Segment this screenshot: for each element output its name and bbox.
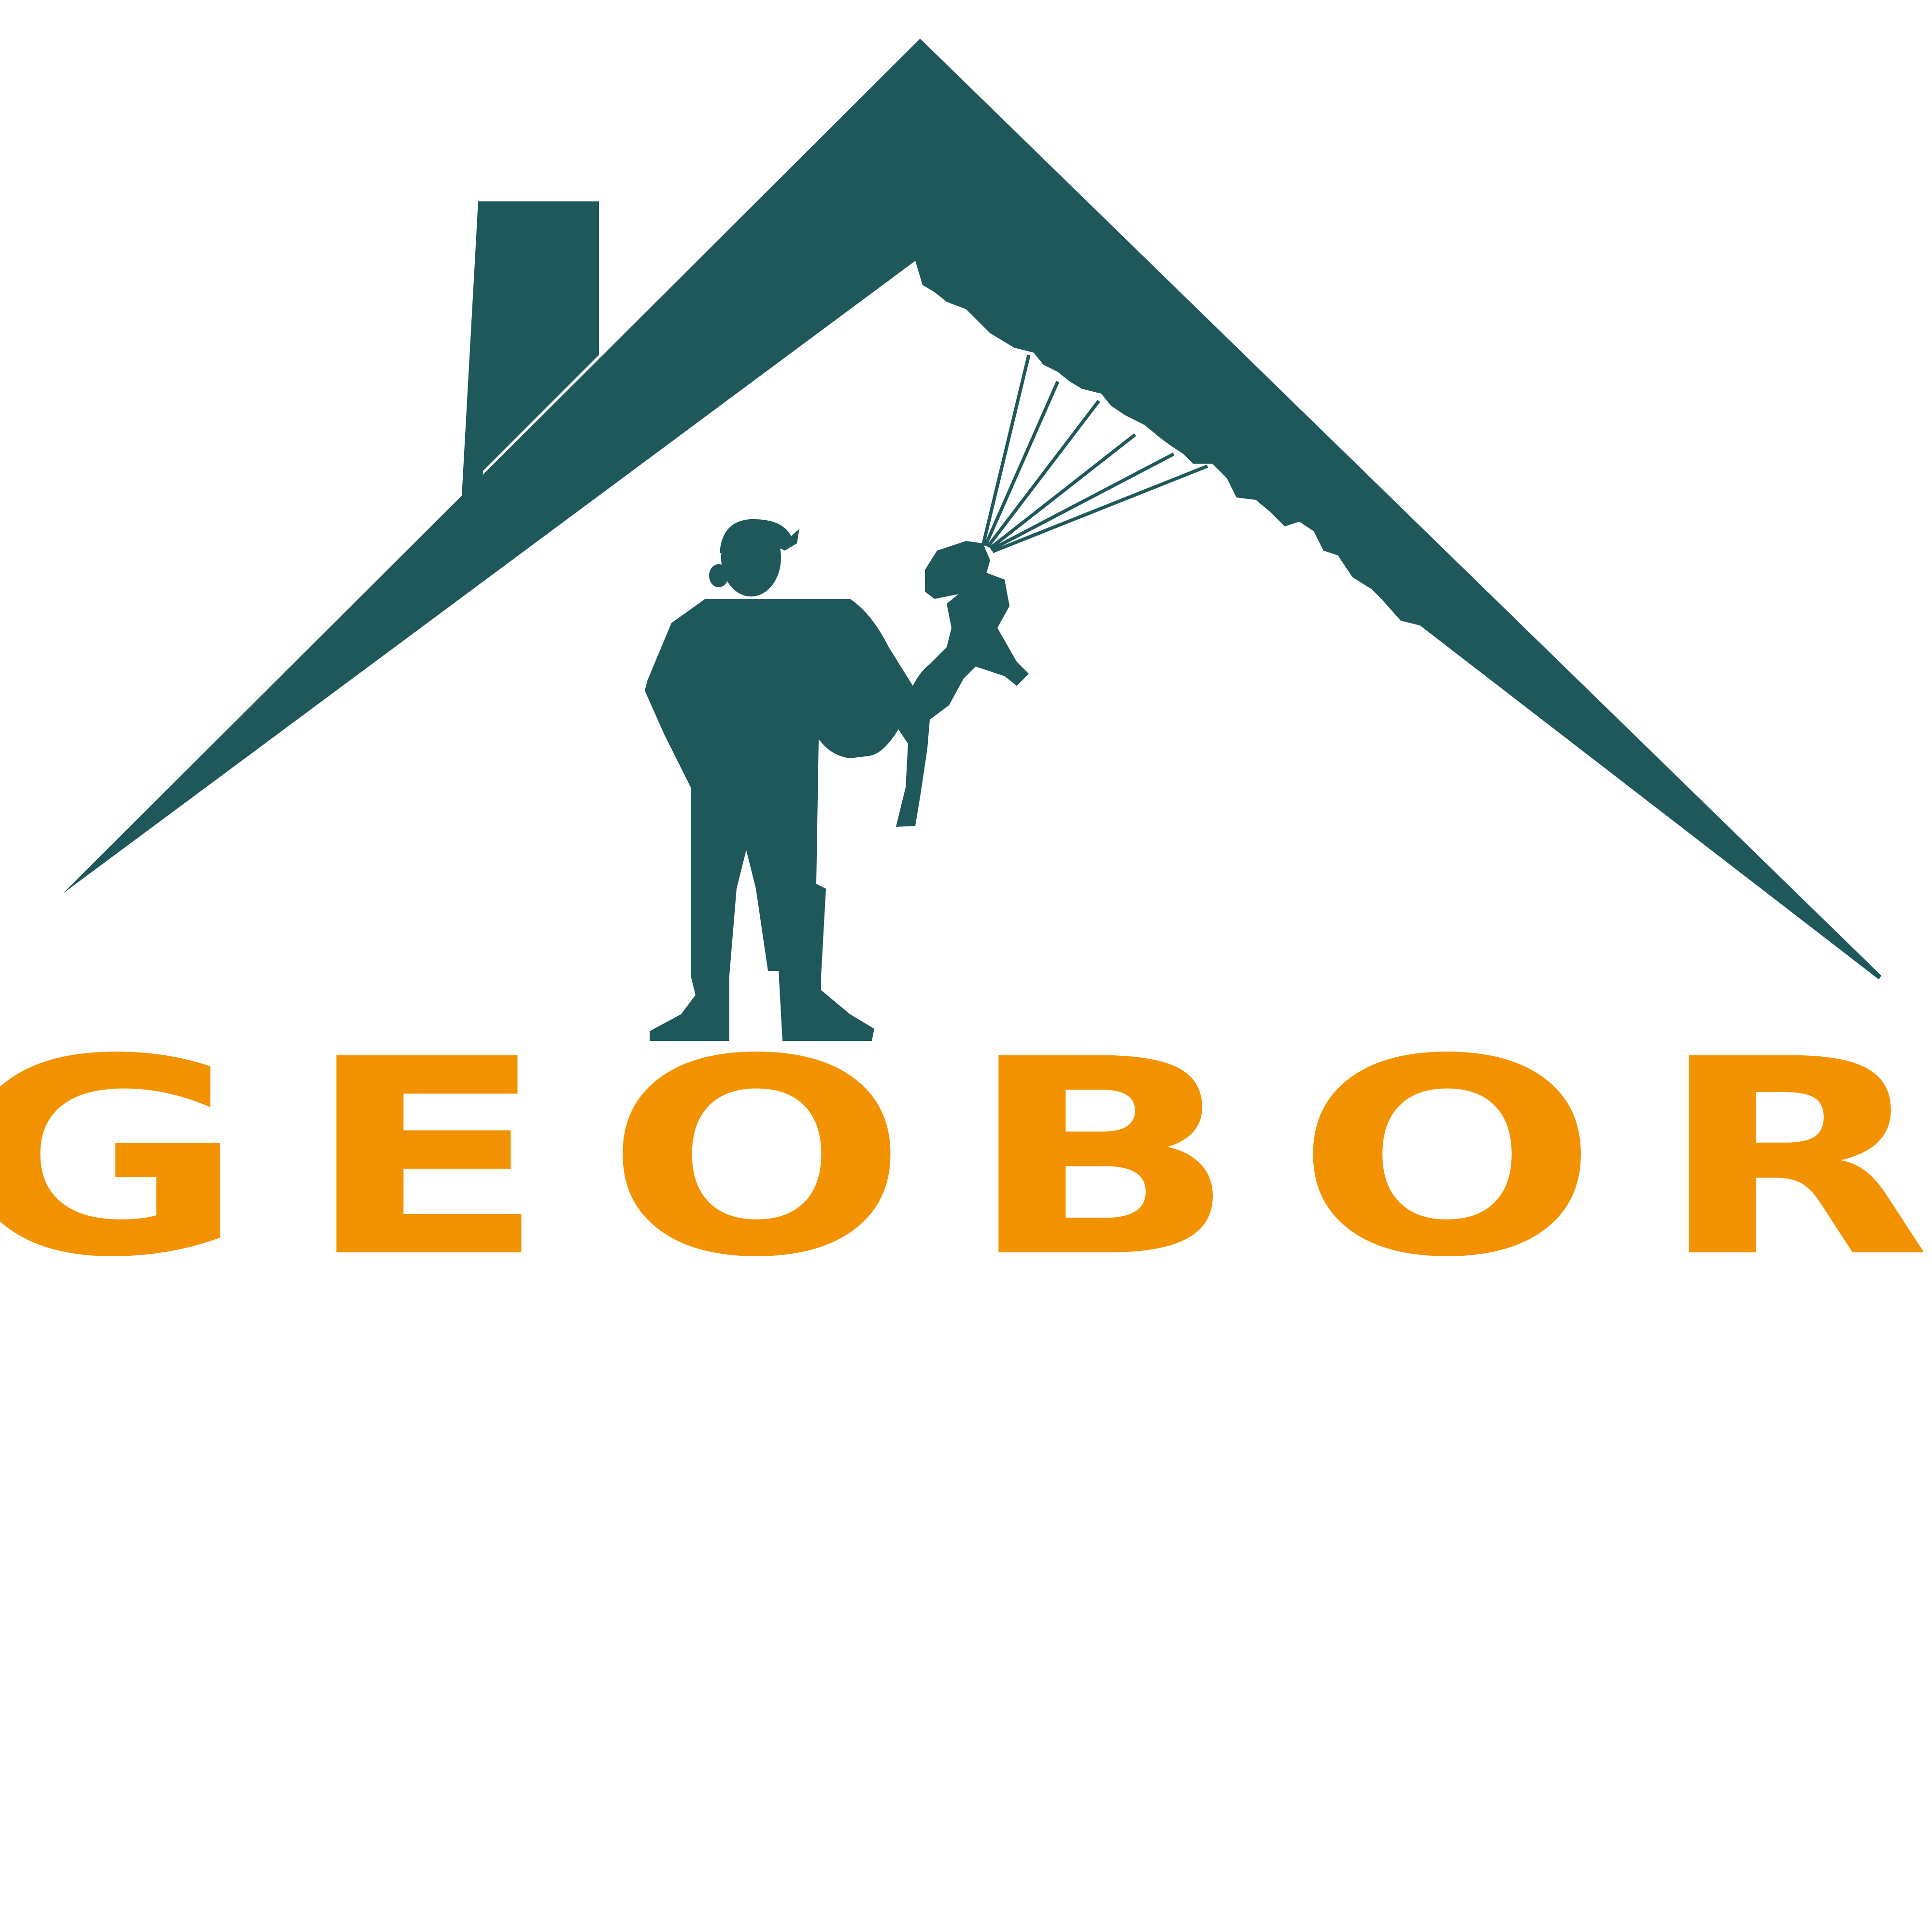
brand-wordmark: GEOBOR	[0, 1002, 1932, 1317]
spray-worker-icon	[645, 355, 1208, 1041]
house-roof-icon	[63, 39, 1881, 979]
chimney-icon	[461, 201, 599, 560]
